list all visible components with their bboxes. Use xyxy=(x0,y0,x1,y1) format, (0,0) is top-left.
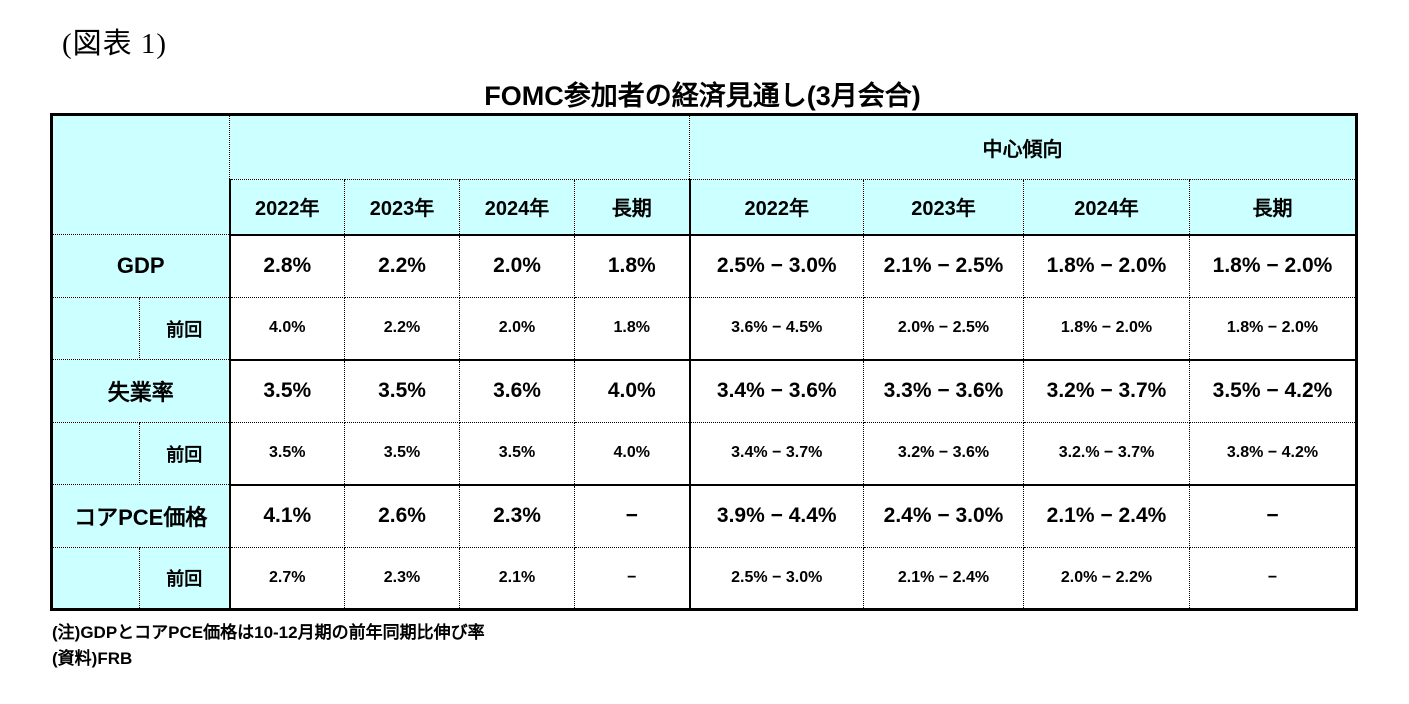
group-header-central-tendency: 中心傾向 xyxy=(689,114,1357,180)
row-label-previous: 前回 xyxy=(139,547,230,610)
cell-value: 2.6% xyxy=(344,483,460,548)
cell-value: 2.1% − 2.4% xyxy=(1023,483,1190,548)
cell-value: 2.5% − 3.0% xyxy=(688,233,864,298)
cell-value: 1.8% xyxy=(574,233,690,298)
cell-value: 3.8% − 4.2% xyxy=(1189,422,1357,486)
cell-value: 3.5% xyxy=(228,422,345,486)
table-row-gdp: GDP 2.8% 2.2% 2.0% 1.8% 2.5% − 3.0% 2.1%… xyxy=(51,233,1357,298)
cell-value: − xyxy=(574,547,690,611)
cell-value: 3.6% xyxy=(459,358,575,423)
cell-value: 2.0% xyxy=(459,297,575,361)
footnote-source: (資料)FRB xyxy=(52,649,133,668)
header-row-groups: 中心傾向 xyxy=(51,114,1357,235)
row-label-spacer xyxy=(51,547,140,610)
row-label-core-pce: コアPCE価格 xyxy=(51,484,230,548)
row-label-unemployment: 失業率 xyxy=(51,359,230,423)
cell-value: 2.3% xyxy=(344,547,460,611)
cell-value: 2.5% − 3.0% xyxy=(688,547,864,611)
cell-value: 3.5% xyxy=(344,358,460,423)
group-header-median xyxy=(229,114,690,180)
col-header: 長期 xyxy=(1189,179,1357,235)
cell-value: 2.2% xyxy=(344,233,460,298)
cell-value: − xyxy=(1189,483,1357,548)
table-row-core-pce: コアPCE価格 4.1% 2.6% 2.3% − 3.9% − 4.4% 2.4… xyxy=(51,483,1357,548)
header-row-years: 2022年 2023年 2024年 長期 2022年 2023年 2024年 長… xyxy=(52,179,1357,235)
cell-value: 1.8% − 2.0% xyxy=(1023,297,1190,361)
cell-value: 3.2.% − 3.7% xyxy=(1023,422,1190,486)
cell-value: 2.2% xyxy=(344,297,460,361)
table-row-core-pce-previous: 前回 2.7% 2.3% 2.1% − 2.5% − 3.0% 2.1% − 2… xyxy=(51,547,1357,611)
fomc-projections-table: 中心傾向 2022年 2023年 2024年 長期 2022年 2023年 20… xyxy=(50,113,1358,611)
cell-value: 1.8% − 2.0% xyxy=(1023,233,1190,298)
footnote-note: (注)GDPとコアPCE価格は10-12月期の前年同期比伸び率 xyxy=(52,623,485,642)
cell-value: 3.3% − 3.6% xyxy=(863,358,1024,423)
cell-value: 3.9% − 4.4% xyxy=(688,483,864,548)
col-header: 2022年 xyxy=(688,179,864,235)
cell-value: 3.5% xyxy=(344,422,460,486)
cell-value: 1.8% xyxy=(574,297,690,361)
cell-value: 4.0% xyxy=(228,297,345,361)
cell-value: − xyxy=(574,483,690,548)
cell-value: 1.8% − 2.0% xyxy=(1189,297,1357,361)
cell-value: 2.1% xyxy=(459,547,575,611)
cell-value: 3.5% xyxy=(459,422,575,486)
cell-value: 2.4% − 3.0% xyxy=(863,483,1024,548)
row-label-spacer xyxy=(51,297,140,360)
col-header: 2023年 xyxy=(863,179,1024,235)
cell-value: 3.4% − 3.7% xyxy=(688,422,864,486)
col-header: 長期 xyxy=(574,179,690,235)
row-label-previous: 前回 xyxy=(139,297,230,360)
cell-value: 3.2% − 3.7% xyxy=(1023,358,1190,423)
cell-value: 3.5% xyxy=(228,358,345,423)
cell-value: 2.1% − 2.5% xyxy=(863,233,1024,298)
table-row-unemployment: 失業率 3.5% 3.5% 3.6% 4.0% 3.4% − 3.6% 3.3%… xyxy=(51,358,1357,423)
cell-value: 2.0% − 2.5% xyxy=(863,297,1024,361)
row-label-gdp: GDP xyxy=(51,234,230,298)
table-row-gdp-previous: 前回 4.0% 2.2% 2.0% 1.8% 3.6% − 4.5% 2.0% … xyxy=(51,297,1357,361)
cell-value: 3.6% − 4.5% xyxy=(688,297,864,361)
row-label-previous: 前回 xyxy=(139,422,230,485)
cell-value: 2.0% xyxy=(459,233,575,298)
cell-value: 4.0% xyxy=(574,358,690,423)
col-header: 2023年 xyxy=(344,179,460,235)
cell-value: 2.1% − 2.4% xyxy=(863,547,1024,611)
cell-value: 1.8% − 2.0% xyxy=(1189,233,1357,298)
cell-value: 3.4% − 3.6% xyxy=(688,358,864,423)
cell-value: 3.5% − 4.2% xyxy=(1189,358,1357,423)
cell-value: 2.7% xyxy=(228,547,345,611)
col-header: 2022年 xyxy=(228,179,345,235)
table-row-unemployment-previous: 前回 3.5% 3.5% 3.5% 4.0% 3.4% − 3.7% 3.2% … xyxy=(51,422,1357,486)
table-title: FOMC参加者の経済見通し(3月会合) xyxy=(484,81,921,111)
cell-value: 2.3% xyxy=(459,483,575,548)
figure-label: (図表 1) xyxy=(62,28,168,60)
cell-value: − xyxy=(1189,547,1357,611)
cell-value: 2.0% − 2.2% xyxy=(1023,547,1190,611)
footnotes: (注)GDPとコアPCE価格は10-12月期の前年同期比伸び率 (資料)FRB xyxy=(52,620,485,672)
corner-cell xyxy=(51,114,230,235)
col-header: 2024年 xyxy=(1023,179,1190,235)
cell-value: 4.0% xyxy=(574,422,690,486)
cell-value: 4.1% xyxy=(228,483,345,548)
row-label-spacer xyxy=(51,422,140,485)
cell-value: 3.2% − 3.6% xyxy=(863,422,1024,486)
col-header: 2024年 xyxy=(459,179,575,235)
cell-value: 2.8% xyxy=(228,233,345,298)
